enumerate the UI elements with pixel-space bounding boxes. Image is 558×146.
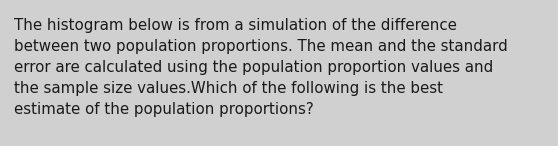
Text: The histogram below is from a simulation of the difference
between two populatio: The histogram below is from a simulation…: [14, 18, 508, 117]
